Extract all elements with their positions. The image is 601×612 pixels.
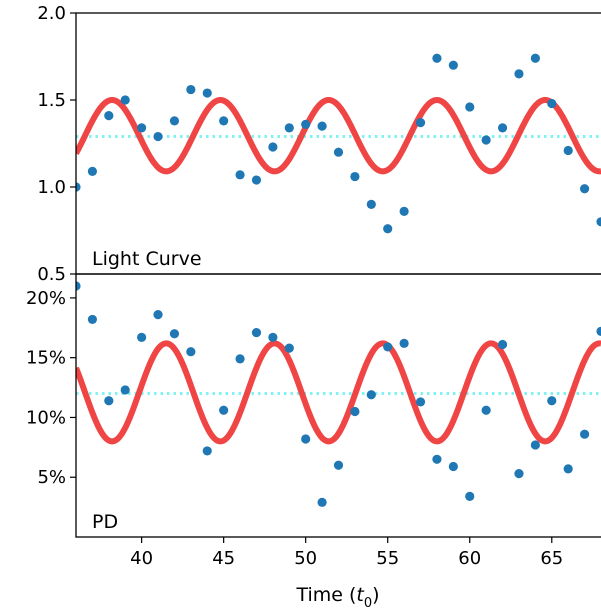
pd-data-point [514,469,524,479]
pd-data-point [76,281,81,291]
pd-data-point [448,461,458,472]
pd-data-point [268,332,278,342]
x-tick-label: 60 [458,548,481,569]
light-curve-panel-label: Light Curve [92,248,202,270]
light-curve-data-point [104,111,114,121]
light-curve-model-curve [76,96,601,175]
light-curve-data-point [514,69,524,79]
pd-data-point [169,329,180,339]
light-curve-data-point [415,118,426,128]
light-curve-y-tick-label: 1.5 [37,90,66,111]
light-curve-data-point [579,184,590,194]
pd-model-curve [76,340,601,445]
light-curve-y-tick-label: 2.0 [37,3,66,24]
pd-data-point [530,440,540,450]
light-curve-data-point [481,135,491,145]
light-curve-data-point [333,147,344,157]
x-tick-label: 55 [376,548,399,569]
pd-data-point [120,385,130,395]
pd-data-point [235,354,245,364]
x-axis: 40 45 50 55 60 65 [130,537,563,569]
pd-y-tick-label: 20% [26,288,66,309]
pd-data-point [317,497,327,507]
x-axis-title: Time (t0) [295,584,379,611]
pd-data-point [497,339,508,350]
pd-data-point [432,454,442,464]
light-curve-data-point [366,199,376,209]
light-curve-panel: 0.5 1.0 1.5 2.0 Light Curve [37,3,601,285]
pd-data-point [596,326,601,336]
light-curve-data-point [301,119,311,129]
pd-data-point [465,491,475,501]
light-curve-data-point [399,206,409,216]
x-tick-label: 65 [540,548,563,569]
pd-y-tick-label: 10% [26,407,66,428]
light-curve-data-point [350,171,360,182]
light-curve-data-point [448,60,458,70]
light-curve-data-point [432,53,442,63]
pd-data-point [284,343,294,353]
x-tick-label: 50 [294,548,317,569]
light-curve-data-point [284,123,294,133]
pd-data-point [104,396,114,406]
light-curve-data-point [186,84,196,95]
pd-data-point [87,314,98,325]
light-curve-data-point [219,116,229,126]
pd-panel-label: PD [92,511,118,533]
pd-frame [75,273,601,538]
light-curve-y-tick-label: 0.5 [37,264,66,285]
light-curve-data-point [76,182,81,192]
light-curve-data-point [120,95,130,105]
pd-data-point [186,347,196,357]
pd-y-tick-label: 15% [26,348,66,369]
pd-data-point [219,405,229,415]
light-curve-data-point [169,116,180,126]
light-curve-data-point [235,170,245,180]
light-curve-data-point [87,166,98,176]
light-curve-y-tick-label: 1.0 [37,177,66,198]
light-curve-data-point [563,145,573,156]
x-tick-label: 45 [212,548,235,569]
pd-data-point [579,429,590,439]
pd-data-point [481,405,491,415]
pd-data-point [251,327,262,338]
pd-data-point [202,446,212,456]
light-curve-data-point [465,102,475,112]
light-curve-data-point [383,224,393,234]
light-curve-data-point [317,121,327,131]
light-curve-data-point [202,88,212,98]
light-curve-data-point [137,123,147,133]
light-curve-data-point [251,175,262,185]
pd-panel: 5% 10% 15% 20% PD [26,273,601,538]
pd-data-point [137,332,147,342]
pd-data-point [333,460,344,470]
pd-data-point [415,397,426,407]
pd-plot-area [76,281,601,507]
light-curve-data-point [530,53,540,63]
pd-data-point [366,390,376,400]
x-tick-label: 40 [130,548,153,569]
pd-data-point [563,464,573,474]
pd-y-tick-label: 5% [37,467,66,488]
light-curve-data-point [268,142,278,152]
light-curve-data-point [153,131,163,142]
light-curve-data-point [547,98,557,109]
light-curve-data-point [596,217,601,227]
pd-data-point [399,338,409,348]
light-curve-plot-area [76,53,601,234]
pd-data-point [547,396,557,406]
light-curve-data-point [497,123,508,133]
pd-data-point [153,310,163,320]
pd-data-point [350,406,360,417]
pd-data-point [383,342,393,352]
pd-data-point [301,434,311,444]
